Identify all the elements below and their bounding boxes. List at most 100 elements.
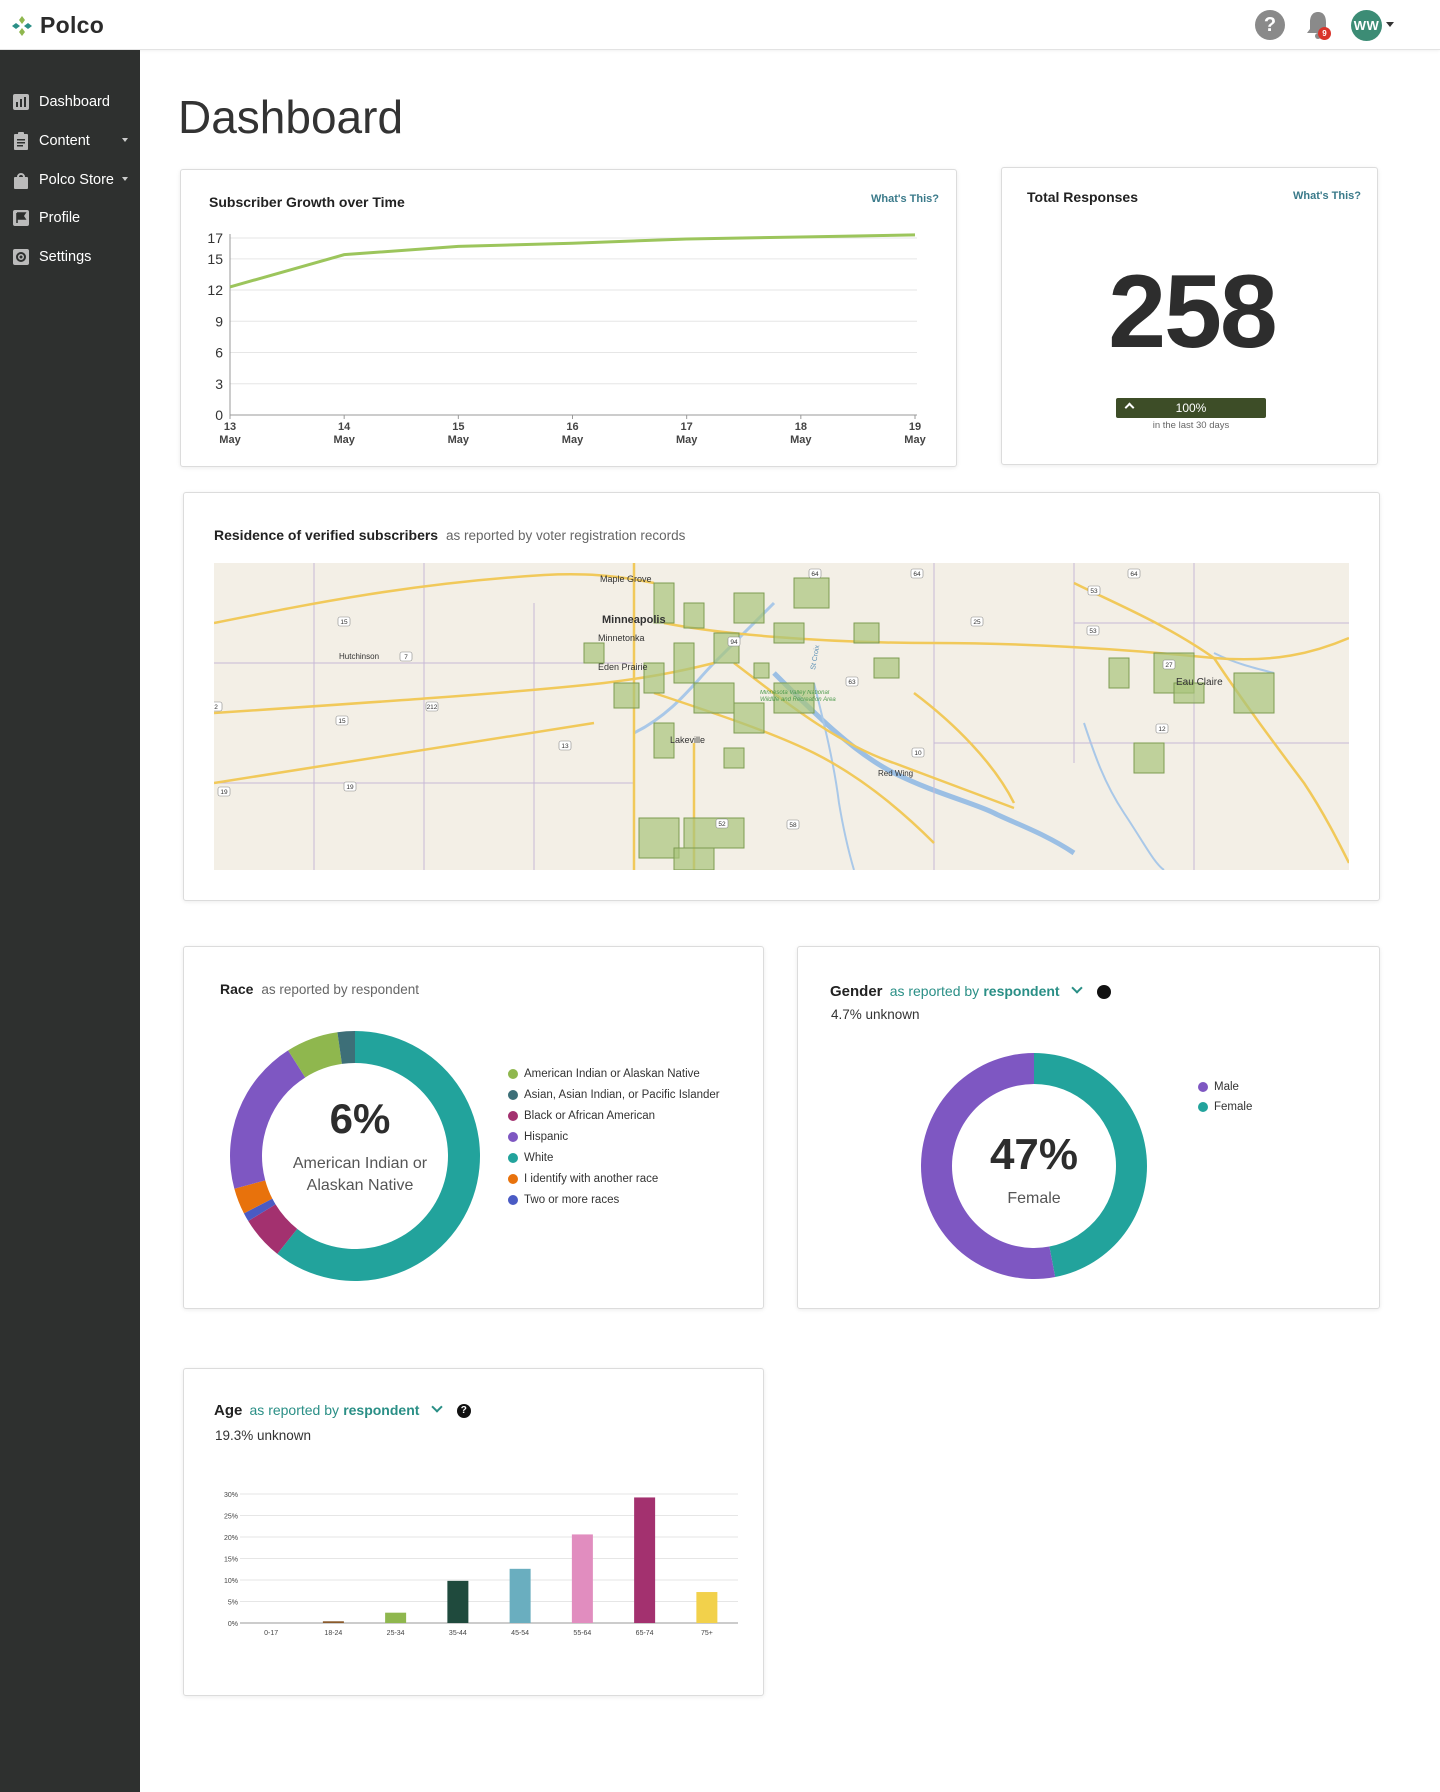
route-shield [911,747,925,758]
top-bar: Polco ? 9 WW [0,0,1440,50]
route-number: 13 [561,743,569,750]
y-tick-label: 0% [228,1621,238,1628]
race-legend-item[interactable]: American Indian or Alaskan Native [508,1068,700,1080]
donut-slice-two-or-more-races [243,1198,276,1222]
race-card-title: Race as reported by respondent [220,981,419,997]
age-bar-75+ [696,1592,718,1623]
gender-legend-item[interactable]: Male [1198,1081,1239,1093]
x-tick-label: 19 [909,421,921,433]
y-tick-label: 25% [224,1514,238,1521]
route-number: 27 [1165,662,1173,669]
age-bar-55-64 [571,1534,593,1623]
route-number: 25 [973,619,981,626]
route-number: 52 [718,821,726,828]
map-label-lakeville: Lakeville [670,735,705,745]
sidebar-item-polco-store[interactable]: Polco Store [12,171,114,189]
age-title: Age [214,1402,243,1419]
growth-whats-this-link[interactable]: What's This? [871,193,940,205]
race-legend-item[interactable]: Hispanic [508,1131,568,1143]
route-shield [1086,625,1100,636]
route-shield [399,651,413,662]
y-tick-label: 10% [224,1578,238,1585]
donut-slice-female [1034,1053,1147,1277]
sidebar-item-label: Dashboard [39,94,110,110]
age-bar-35-44 [447,1580,469,1623]
y-tick-label: 17 [207,230,223,246]
legend-label: Hispanic [524,1131,569,1143]
growth-series-line [229,233,916,289]
polco-store-expand-icon[interactable] [122,177,128,181]
donut-slice-hispanic [230,1050,306,1189]
age-help-icon[interactable]: ? [456,1404,471,1419]
notification-badge: 9 [1318,27,1331,40]
route-shield [343,781,357,792]
legend-swatch [508,1132,518,1142]
race-legend-item[interactable]: Asian, Asian Indian, or Pacific Islander [508,1089,720,1101]
responses-whats-this-link[interactable]: What's This? [1293,190,1362,202]
avatar-dropdown-icon[interactable] [1386,22,1394,27]
map-label-hutchinson: Hutchinson [339,652,379,661]
route-shield [1155,723,1169,734]
avatar[interactable]: WW [1351,10,1382,41]
race-center-label-2: Alaskan Native [306,1177,414,1194]
gender-source-dropdown[interactable]: respondent [983,983,1060,999]
donut-slice-black-or-african-american [248,1204,298,1254]
route-shield [558,740,572,751]
route-shield [970,616,984,627]
sidebar: Dashboard Content Polco Store Profile Se… [0,50,140,1792]
x-tick-label: 18-24 [324,1630,342,1637]
logo[interactable]: Polco [10,12,104,39]
race-legend-item[interactable]: I identify with another race [508,1173,658,1185]
race-legend-item[interactable]: Black or African American [508,1110,655,1122]
race-legend-item[interactable]: Two or more races [508,1194,619,1206]
route-shield [1162,659,1176,670]
growth-line-chart: 036912151713May14May15May16May17May18May… [207,230,926,446]
route-number: 58 [789,822,797,829]
map-label-minnetonka: Minnetonka [598,633,645,643]
route-number: 2 [214,704,218,711]
logo-text: Polco [40,12,105,38]
help-button[interactable]: ? [1255,10,1285,40]
content-expand-icon[interactable] [122,138,128,142]
donut-slice-white [277,1031,480,1281]
chevron-down-icon[interactable] [1071,982,1083,994]
gender-help-icon[interactable] [1096,985,1111,1000]
page-title: Dashboard [178,91,404,143]
route-shield [786,819,800,830]
legend-swatch [508,1153,518,1163]
legend-label: Black or African American [524,1110,656,1122]
route-number: 63 [848,679,856,686]
sidebar-item-dashboard[interactable]: Dashboard [12,93,110,111]
legend-label: Female [1214,1101,1253,1113]
age-unknown: 19.3% unknown [215,1428,312,1443]
gender-card-title: Gender as reported by respondent [830,982,1111,1000]
map-card-title: Residence of verified subscribers as rep… [214,527,685,543]
race-legend-item[interactable]: White [508,1152,553,1164]
sidebar-item-content[interactable]: Content [12,132,90,150]
polco-logo-icon [12,15,32,36]
responses-card-title: Total Responses [1027,189,1138,205]
legend-swatch [1198,1102,1208,1112]
chevron-down-icon[interactable] [430,1401,443,1413]
legend-label: Male [1214,1081,1239,1093]
age-card-title: Age as reported by respondent ? [214,1401,471,1419]
gender-legend-item[interactable]: Female [1198,1101,1252,1113]
route-number: 15 [340,619,348,626]
shopping-bag-icon [14,173,28,189]
subscriber-map[interactable]: Minneapolis Maple Grove Minnetonka Eden … [214,563,1349,870]
sidebar-item-settings[interactable]: Settings [12,248,91,266]
responses-change-bar: 100% [1116,398,1266,418]
sidebar-item-profile[interactable]: Profile [12,209,80,227]
subscriber-growth-card [180,169,957,467]
x-tick-label: 0-17 [264,1630,278,1637]
gender-subtitle: as reported by [889,983,980,999]
map-label-eden-prairie: Eden Prairie [598,662,648,672]
legend-swatch [1198,1082,1208,1092]
legend-swatch [508,1174,518,1184]
y-tick-label: 5% [228,1600,238,1607]
y-tick-label: 12 [207,282,223,298]
route-shield [845,676,859,687]
route-number: 212 [427,704,438,711]
responses-period: in the last 30 days [1152,420,1230,431]
age-source-dropdown[interactable]: respondent [343,1402,420,1418]
